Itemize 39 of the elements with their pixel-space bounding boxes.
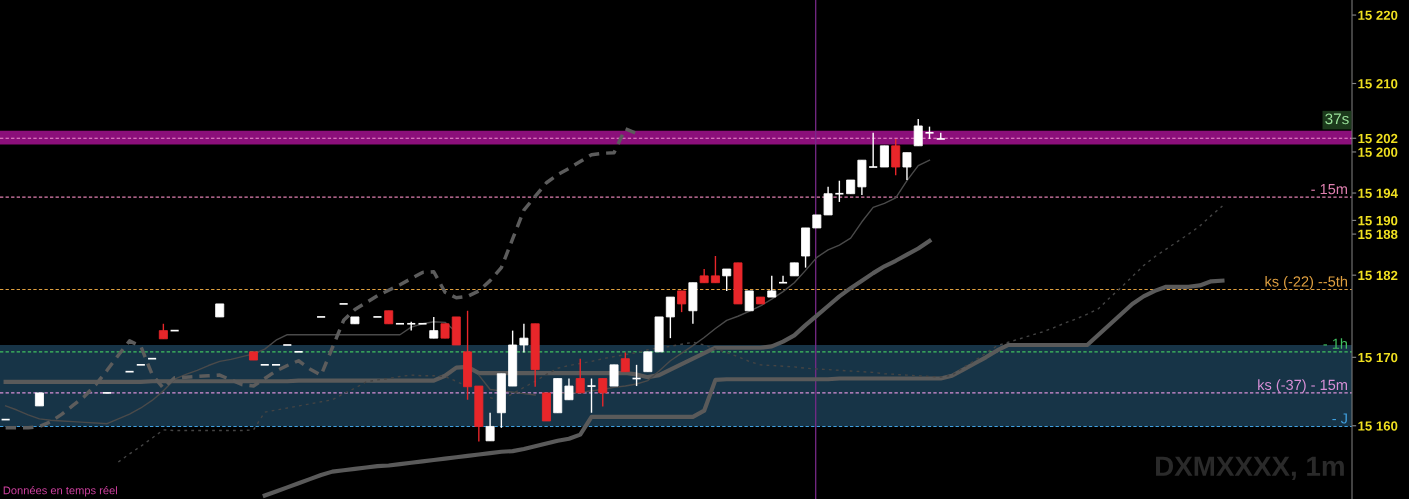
candlestick (677, 290, 687, 313)
candlestick (902, 151, 912, 181)
candlestick (834, 180, 845, 203)
candlestick (891, 138, 901, 176)
candlestick (485, 412, 495, 442)
candlestick (665, 296, 675, 339)
candlestick (913, 118, 923, 147)
candlestick (710, 255, 720, 284)
y-tick-label: 15 194 (1358, 188, 1398, 198)
y-tick-label: 15 200 (1358, 147, 1398, 157)
y-tick-label: 15 210 (1358, 79, 1398, 89)
candlestick (586, 377, 597, 414)
candlestick (564, 377, 574, 401)
candlestick (879, 145, 889, 168)
y-tick-label: 15 170 (1358, 352, 1398, 363)
candlestick (744, 290, 754, 312)
candlestick (722, 268, 732, 292)
y-tick-label: 15 188 (1358, 229, 1398, 240)
candlestick (609, 364, 619, 387)
y-tick-label: 15 182 (1358, 270, 1398, 281)
y-tick-label: 15 190 (1358, 215, 1398, 226)
candlestick (575, 357, 585, 394)
ref-line-label: - 15m (1311, 184, 1347, 195)
candlestick (620, 351, 630, 373)
candlestick (598, 377, 608, 408)
y-tick-label: 15 202 (1358, 133, 1398, 144)
ref-line-label: ks (-22) --5th (1265, 275, 1347, 290)
annotation: Données en temps réel (3, 486, 117, 497)
ref-line-label: - J (1332, 413, 1347, 424)
candlestick (429, 316, 439, 339)
annotation: 37s (1325, 113, 1349, 125)
candlestick (868, 132, 879, 168)
y-tick-label: 15 160 (1358, 421, 1398, 431)
candlestick (778, 275, 788, 284)
candlestick (519, 323, 529, 354)
y-tick-label: 15 220 (1358, 10, 1398, 20)
candlestick (767, 275, 777, 298)
ref-line-label: - 1h (1323, 338, 1347, 349)
ref-line-label: ks (-37) - 15m (1258, 379, 1347, 393)
